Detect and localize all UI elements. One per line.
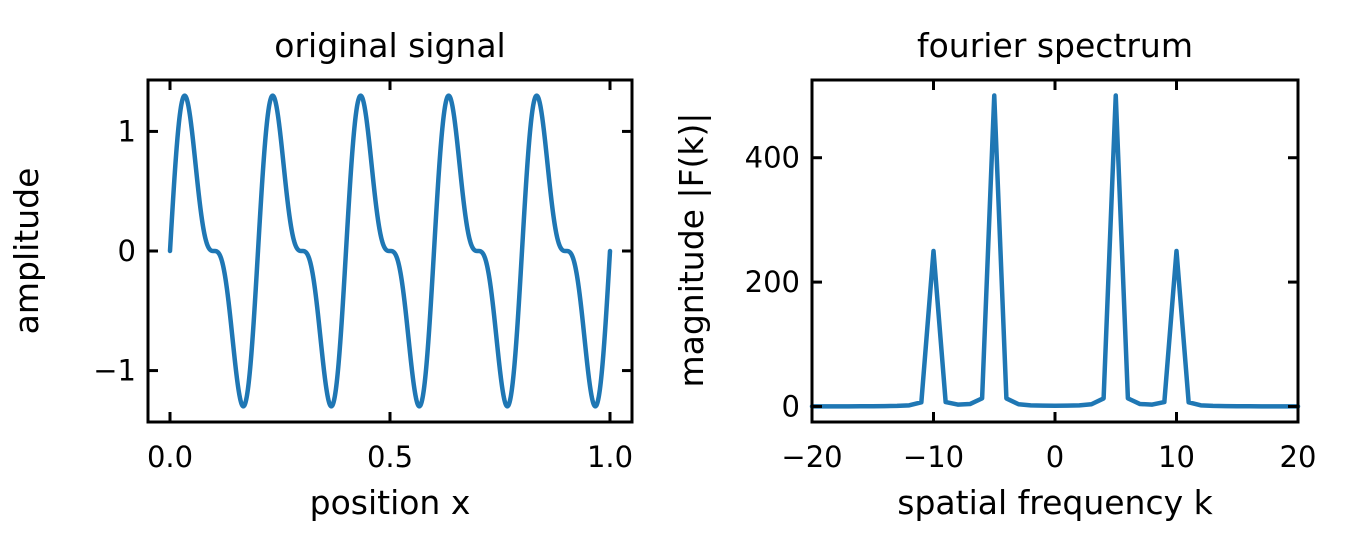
x-axis-label-spatial-frequency: spatial frequency k (897, 483, 1213, 522)
axes-spines (146, 78, 634, 424)
x-tick-label: 0.0 (147, 440, 193, 474)
y-tick-label: 0 (782, 389, 800, 423)
spectrum-line (809, 93, 1301, 409)
x-tick-label: 0.5 (367, 440, 413, 474)
x-tick-label: 20 (1280, 440, 1317, 474)
x-tick-label: 1.0 (587, 440, 633, 474)
signal-line (167, 93, 613, 409)
y-tick-label: −1 (93, 354, 136, 388)
axes-original-signal: 0.0 0.5 1.0 1 0 −1 (93, 78, 634, 474)
tick-marks (148, 80, 632, 422)
x-tick-label: −10 (903, 440, 964, 474)
y-tick-label: 400 (745, 141, 800, 175)
y-tick-label: 1 (118, 114, 136, 148)
plot-title-original-signal: original signal (274, 26, 505, 65)
y-tick-label: 0 (118, 234, 136, 268)
x-tick-label: −20 (781, 440, 842, 474)
x-axis-label-position-x: position x (310, 483, 471, 522)
y-axis-label-magnitude: magnitude |F(k)| (672, 112, 711, 387)
x-tick-label: 10 (1158, 440, 1195, 474)
tick-marks (810, 80, 1300, 422)
plot-title-fourier-spectrum: fourier spectrum (917, 26, 1193, 65)
y-axis-label-amplitude: amplitude (7, 168, 46, 335)
subplot-original-signal: original signal position x amplitude 0.0… (7, 26, 634, 522)
y-tick-label: 200 (745, 265, 800, 299)
axes-spines (810, 78, 1300, 424)
x-tick-label: 0 (1046, 440, 1064, 474)
subplot-fourier-spectrum: fourier spectrum spatial frequency k mag… (672, 26, 1316, 522)
